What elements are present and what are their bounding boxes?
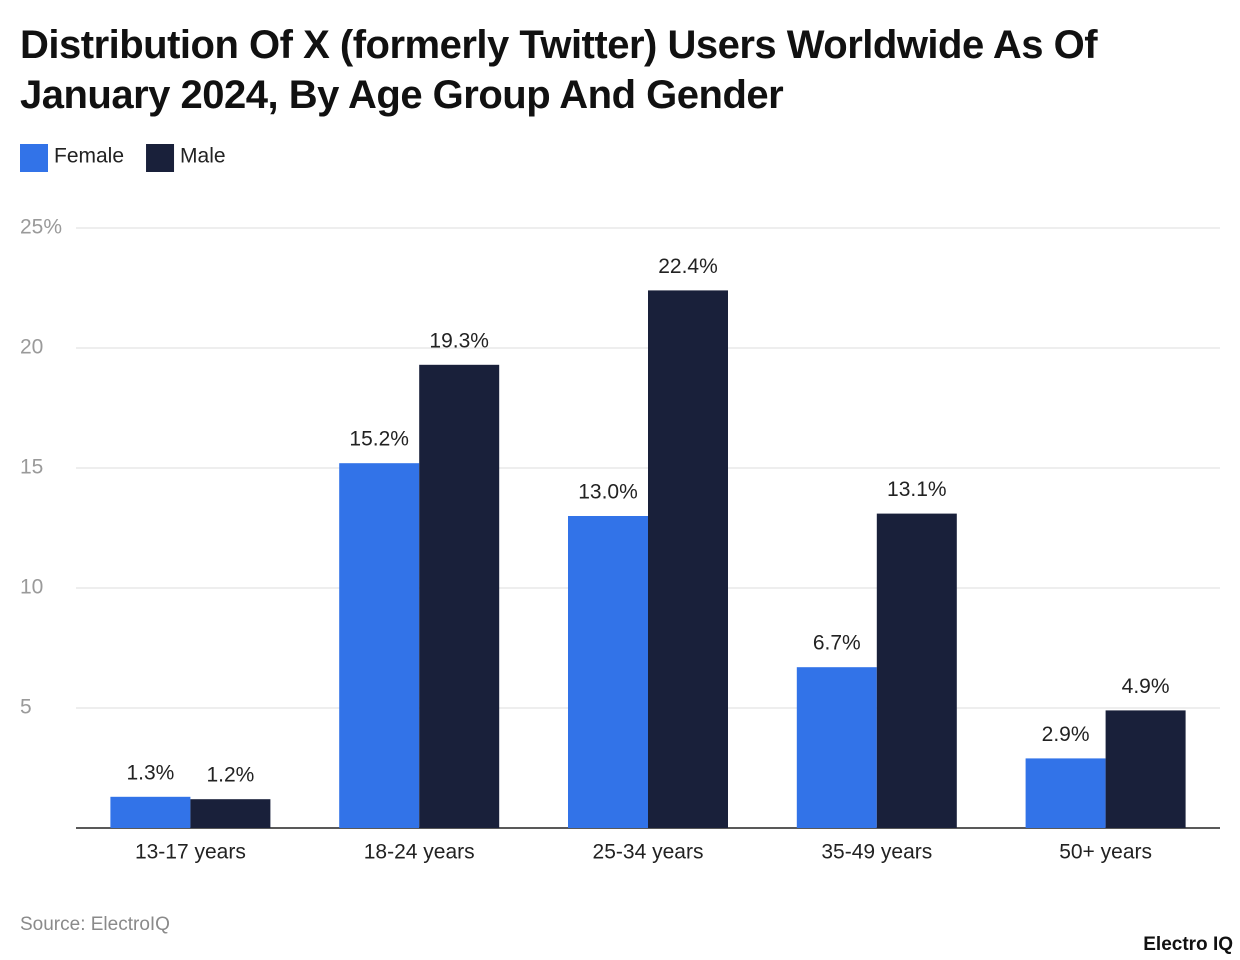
bar [339,463,420,828]
bar [1025,758,1106,828]
value-label: 19.3% [429,329,489,352]
value-label: 6.7% [813,632,861,655]
bar [1105,710,1186,828]
bar [568,516,648,828]
y-tick-label: 5 [20,696,32,719]
value-label: 13.1% [887,478,947,501]
legend-swatch [146,144,175,172]
chart-title: Distribution Of X (formerly Twitter) Use… [20,23,1098,117]
x-tick-label: 13-17 years [135,841,246,864]
source: Source: ElectroIQ [20,914,170,935]
bar [190,799,271,828]
y-tick-label: 25% [20,216,62,239]
legend-label: Female [54,145,124,168]
y-tick-label: 10 [20,576,43,599]
x-tick-label: 25-34 years [593,841,704,864]
bar [876,513,957,828]
logo: Electro IQ [1143,934,1233,955]
value-label: 22.4% [658,255,718,278]
value-label: 2.9% [1042,723,1090,746]
value-label: 1.3% [126,761,174,784]
x-tick-label: 35-49 years [821,841,932,864]
bar [419,364,500,828]
value-label: 15.2% [349,428,409,451]
bar [648,290,728,828]
value-label: 13.0% [578,481,638,504]
bar [796,667,877,828]
legend-swatch [20,144,48,172]
y-tick-label: 20 [20,336,43,359]
x-tick-label: 18-24 years [364,841,475,864]
y-tick-label: 15 [20,456,43,479]
x-tick-label: 50+ years [1059,841,1152,864]
bar [110,796,191,828]
legend-label: Male [180,145,226,168]
value-label: 1.2% [206,764,254,787]
value-label: 4.9% [1122,675,1170,698]
